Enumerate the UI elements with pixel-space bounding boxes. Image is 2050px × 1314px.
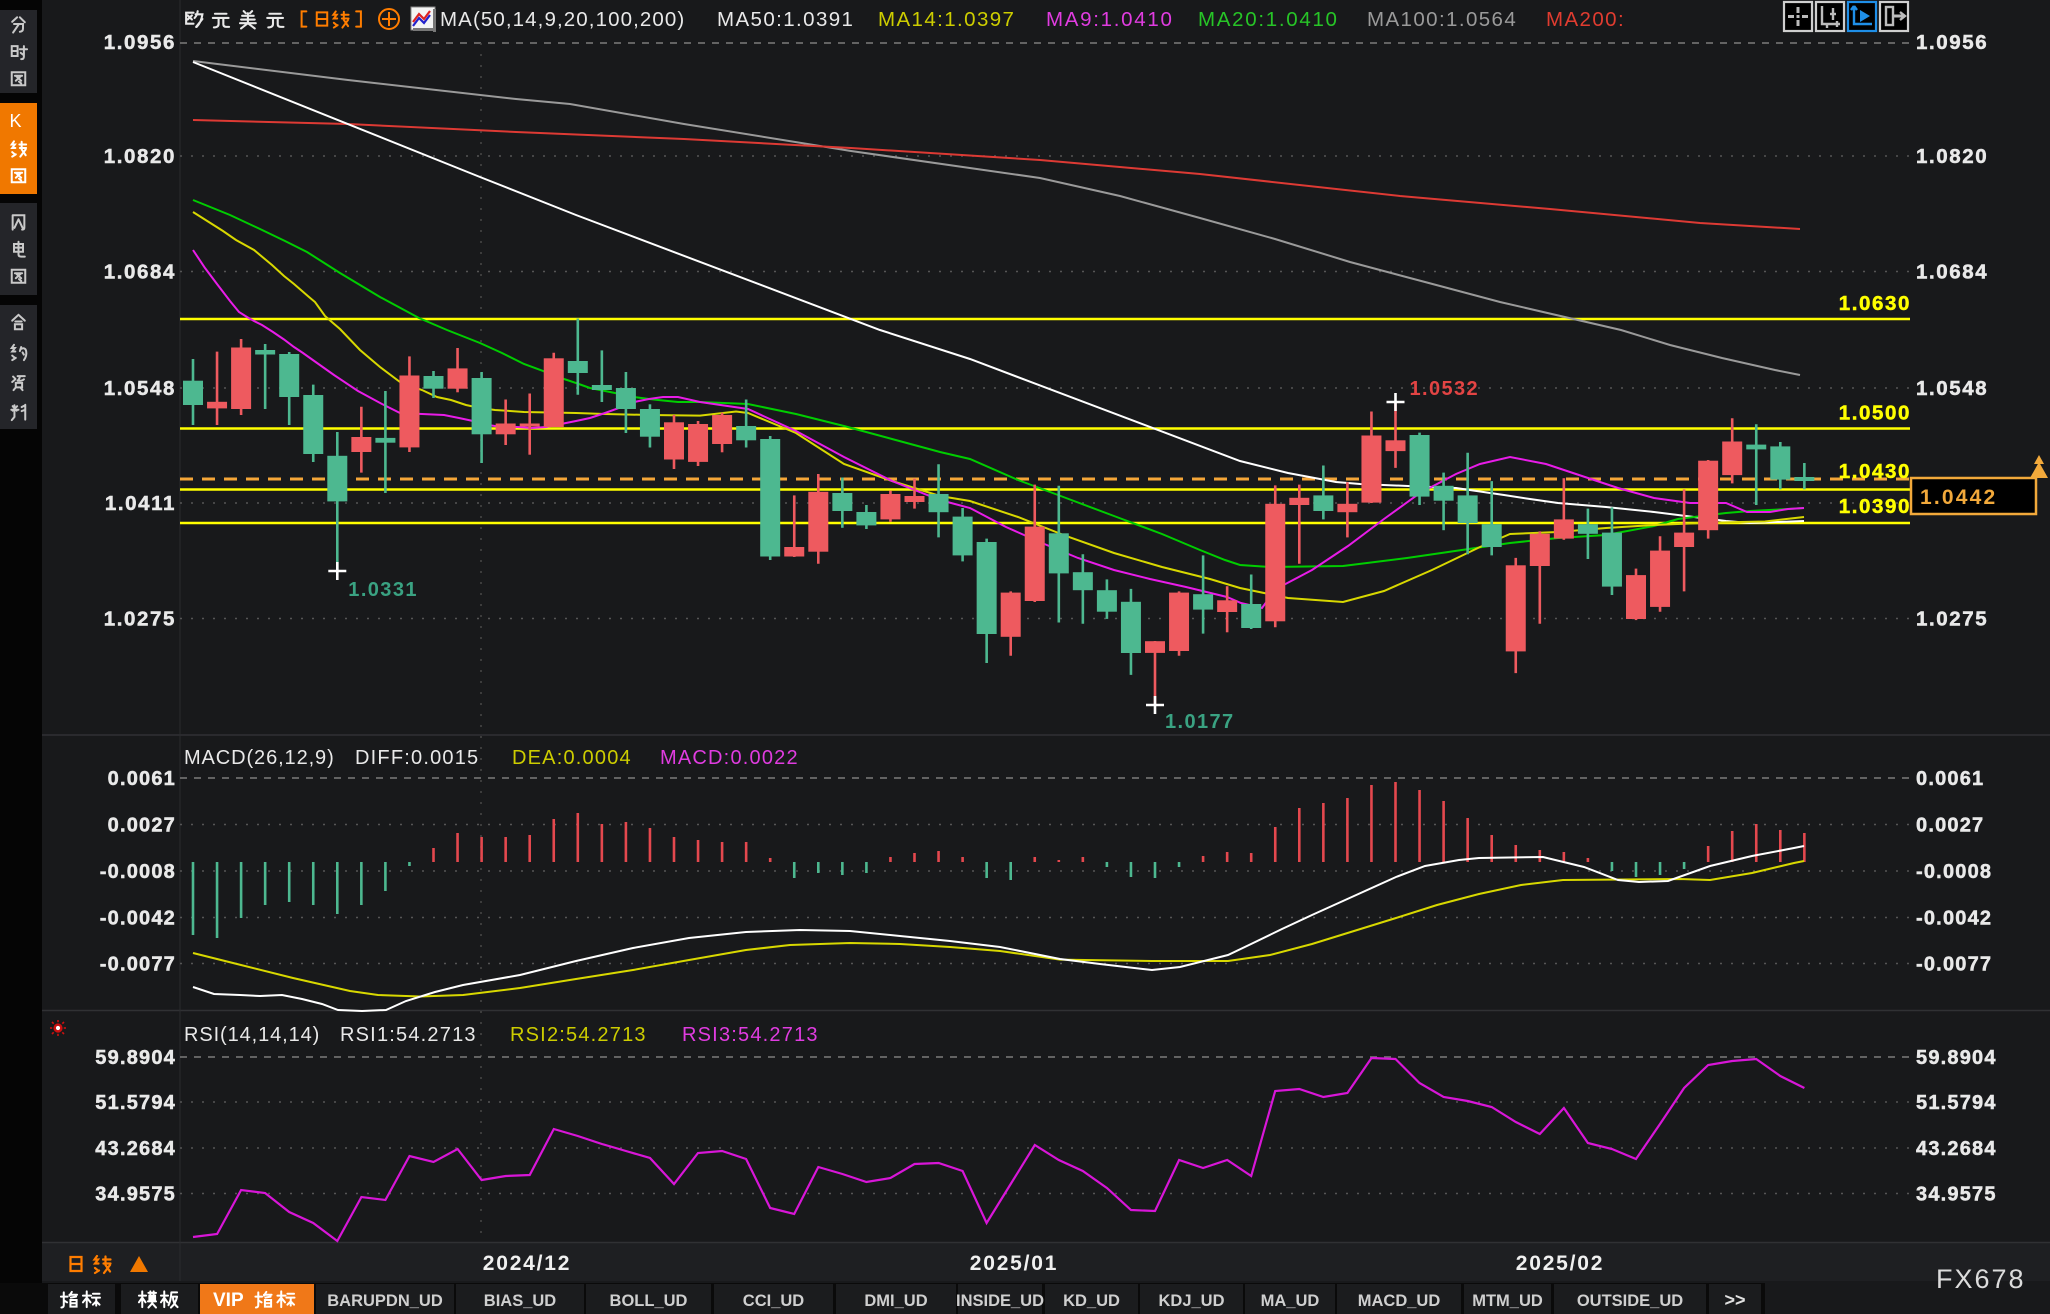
svg-text:1.0442: 1.0442: [1920, 486, 1997, 509]
svg-text:59.8904: 59.8904: [95, 1047, 176, 1069]
svg-text:MTM_UD: MTM_UD: [1472, 1292, 1543, 1310]
svg-text:43.2684: 43.2684: [1916, 1138, 1997, 1160]
svg-text:0.0027: 0.0027: [108, 815, 176, 837]
svg-text:FX678: FX678: [1936, 1264, 2026, 1294]
svg-text:DEA:0.0004: DEA:0.0004: [512, 747, 632, 769]
svg-text:INSIDE_UD: INSIDE_UD: [956, 1292, 1044, 1310]
svg-text:1.0177: 1.0177: [1165, 711, 1235, 733]
svg-text:1.0275: 1.0275: [104, 608, 176, 631]
svg-text:1.0430: 1.0430: [1839, 460, 1911, 483]
svg-text:1.0532: 1.0532: [1410, 378, 1480, 400]
svg-text:RSI2:54.2713: RSI2:54.2713: [510, 1024, 647, 1046]
svg-text:-0.0008: -0.0008: [100, 861, 176, 883]
svg-text:0.0061: 0.0061: [1916, 768, 1984, 790]
svg-text:1.0684: 1.0684: [1916, 261, 1988, 284]
svg-text:1.0820: 1.0820: [1916, 145, 1988, 168]
svg-text:MA_UD: MA_UD: [1261, 1292, 1320, 1310]
svg-text:2025/02: 2025/02: [1516, 1252, 1605, 1275]
svg-text:>>: >>: [1724, 1290, 1745, 1310]
svg-text:MACD(26,12,9): MACD(26,12,9): [184, 747, 335, 769]
svg-text:CCI_UD: CCI_UD: [743, 1292, 805, 1310]
svg-text:1.0275: 1.0275: [1916, 608, 1988, 631]
svg-text:MA9:1.0410: MA9:1.0410: [1046, 8, 1174, 31]
svg-text:1.0684: 1.0684: [104, 261, 176, 284]
svg-text:34.9575: 34.9575: [95, 1184, 176, 1206]
svg-text:OUTSIDE_UD: OUTSIDE_UD: [1577, 1292, 1683, 1310]
svg-text:RSI1:54.2713: RSI1:54.2713: [340, 1024, 477, 1046]
svg-text:MA20:1.0410: MA20:1.0410: [1198, 8, 1339, 31]
svg-text:DIFF:0.0015: DIFF:0.0015: [355, 747, 479, 769]
svg-text:RSI3:54.2713: RSI3:54.2713: [682, 1024, 819, 1046]
svg-text:0.0061: 0.0061: [108, 768, 176, 790]
svg-text:K: K: [10, 111, 22, 131]
svg-text:MA100:1.0564: MA100:1.0564: [1367, 8, 1517, 31]
svg-text:43.2684: 43.2684: [95, 1138, 176, 1160]
svg-text:1.0820: 1.0820: [104, 145, 176, 168]
svg-text:1.0956: 1.0956: [104, 31, 176, 54]
svg-text:BIAS_UD: BIAS_UD: [484, 1292, 557, 1310]
svg-text:2024/12: 2024/12: [483, 1252, 572, 1275]
svg-text:-0.0077: -0.0077: [100, 954, 176, 976]
svg-text:0.0027: 0.0027: [1916, 815, 1984, 837]
svg-text:KD_UD: KD_UD: [1063, 1292, 1120, 1310]
svg-text:RSI(14,14,14): RSI(14,14,14): [184, 1024, 320, 1046]
svg-text:1.0331: 1.0331: [348, 579, 418, 601]
svg-text:1.0390: 1.0390: [1839, 495, 1911, 518]
svg-text:MA(50,14,9,20,100,200): MA(50,14,9,20,100,200): [440, 8, 685, 31]
svg-text:MA14:1.0397: MA14:1.0397: [878, 8, 1015, 31]
svg-text:-0.0042: -0.0042: [1916, 908, 1992, 930]
svg-text:1.0630: 1.0630: [1839, 292, 1911, 315]
svg-text:51.5794: 51.5794: [1916, 1092, 1997, 1114]
svg-text:51.5794: 51.5794: [95, 1092, 176, 1114]
svg-text:BOLL_UD: BOLL_UD: [610, 1292, 688, 1310]
svg-text:-0.0042: -0.0042: [100, 908, 176, 930]
svg-text:MACD_UD: MACD_UD: [1358, 1292, 1441, 1310]
svg-text:-0.0008: -0.0008: [1916, 861, 1992, 883]
svg-text:1.0956: 1.0956: [1916, 31, 1988, 54]
svg-text:34.9575: 34.9575: [1916, 1184, 1997, 1206]
svg-text:1.0548: 1.0548: [1916, 377, 1988, 400]
svg-text:BARUPDN_UD: BARUPDN_UD: [327, 1292, 443, 1310]
svg-text:1.0411: 1.0411: [105, 492, 176, 515]
svg-text:VIP: VIP: [213, 1290, 244, 1311]
svg-text:1.0500: 1.0500: [1839, 402, 1911, 425]
svg-text:2025/01: 2025/01: [970, 1252, 1059, 1275]
svg-text:MA50:1.0391: MA50:1.0391: [717, 8, 854, 31]
svg-text:MACD:0.0022: MACD:0.0022: [660, 747, 799, 769]
svg-text:1.0548: 1.0548: [104, 377, 176, 400]
svg-text:MA200:: MA200:: [1546, 8, 1625, 31]
svg-text:-0.0077: -0.0077: [1916, 954, 1992, 976]
svg-text:DMI_UD: DMI_UD: [864, 1292, 927, 1310]
svg-text:59.8904: 59.8904: [1916, 1047, 1997, 1069]
svg-text:KDJ_UD: KDJ_UD: [1158, 1292, 1224, 1310]
